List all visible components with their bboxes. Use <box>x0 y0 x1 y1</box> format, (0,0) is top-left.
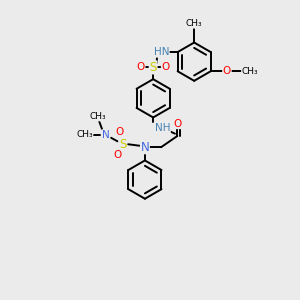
Text: N: N <box>140 141 149 154</box>
Text: O: O <box>173 118 182 129</box>
Text: HN: HN <box>154 47 169 57</box>
Text: O: O <box>113 150 122 161</box>
Text: O: O <box>137 62 145 72</box>
Text: S: S <box>119 138 127 151</box>
Text: O: O <box>115 128 123 137</box>
Text: O: O <box>161 62 169 72</box>
Text: O: O <box>223 66 231 76</box>
Text: CH₃: CH₃ <box>186 19 202 28</box>
Text: NH: NH <box>155 123 170 133</box>
Text: CH₃: CH₃ <box>89 112 106 121</box>
Text: N: N <box>102 130 110 140</box>
Text: S: S <box>149 61 157 74</box>
Text: CH₃: CH₃ <box>242 67 258 76</box>
Text: CH₃: CH₃ <box>76 130 93 139</box>
